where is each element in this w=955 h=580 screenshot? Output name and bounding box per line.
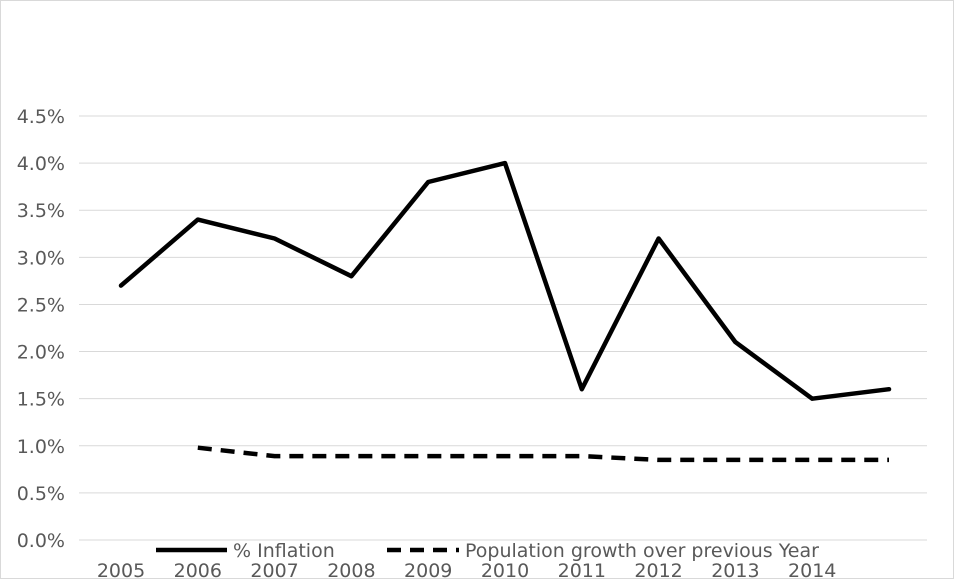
y-tick-label: 1.0% [17, 436, 65, 458]
x-tick-label: 2005 [97, 560, 145, 580]
y-tick-label: 0.0% [17, 530, 65, 552]
y-tick-label: 3.0% [17, 247, 65, 269]
y-tick-label: 4.0% [17, 153, 65, 175]
x-axis-tick-labels: 2005 2006 2007 2008 2009 2010 2011 2012 2013 2014 [97, 560, 837, 580]
y-axis-tick-labels: 0.0% 0.5% 1.0% 1.5% 2.0% 2.5% 3.0% 3.5% 4.0% 4.5% [17, 106, 65, 552]
x-tick-label: 2013 [711, 560, 759, 580]
x-tick-label: 2014 [788, 560, 836, 580]
x-tick-label: 2011 [558, 560, 606, 580]
legend: % Inflation Population growth over previo… [156, 540, 819, 562]
y-tick-label: 2.5% [17, 294, 65, 316]
y-tick-label: 0.5% [17, 483, 65, 505]
x-tick-label: 2008 [327, 560, 375, 580]
gridlines [79, 115, 927, 541]
legend-label: % Inflation [233, 540, 335, 562]
x-tick-label: 2006 [174, 560, 222, 580]
y-tick-label: 4.5% [17, 106, 65, 128]
y-tick-label: 3.5% [17, 200, 65, 222]
series-line-population-growth [197, 445, 889, 463]
series-line-inflation [118, 160, 892, 401]
x-tick-label: 2012 [634, 560, 682, 580]
y-tick-label: 1.5% [17, 389, 65, 411]
x-tick-label: 2009 [404, 560, 452, 580]
series-lines [118, 160, 892, 463]
x-tick-label: 2007 [250, 560, 298, 580]
y-tick-label: 2.0% [17, 342, 65, 364]
legend-label: Population growth over previous Year [465, 540, 819, 562]
x-tick-label: 2010 [481, 560, 529, 580]
